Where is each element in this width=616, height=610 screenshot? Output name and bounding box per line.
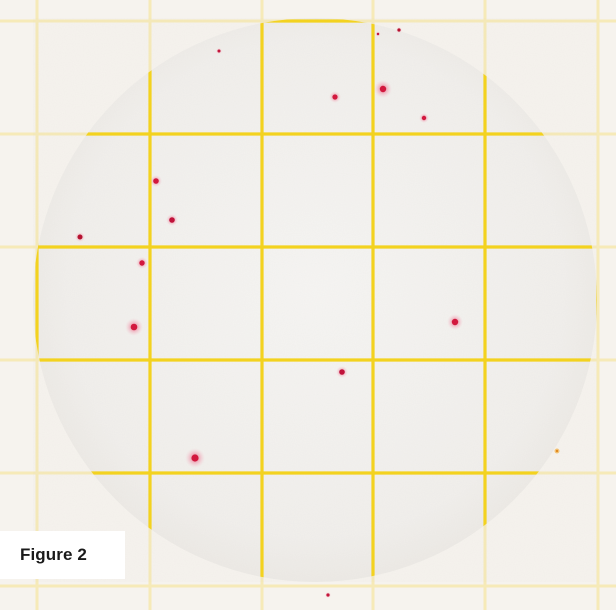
figure-label: Figure 2 (0, 531, 125, 579)
colony (329, 91, 341, 103)
colony (216, 48, 222, 54)
colony (375, 31, 381, 37)
colonies (75, 27, 560, 598)
colony (150, 175, 162, 187)
colony (554, 448, 560, 454)
colony (396, 27, 402, 33)
colony (336, 366, 348, 378)
membrane-texture (33, 18, 597, 582)
colony (166, 214, 178, 226)
colony (447, 314, 463, 330)
colony (185, 448, 205, 468)
colony (419, 113, 429, 123)
colony (75, 232, 85, 242)
colony (325, 592, 331, 598)
colony (374, 80, 392, 98)
colony (136, 257, 148, 269)
colony (125, 318, 143, 336)
